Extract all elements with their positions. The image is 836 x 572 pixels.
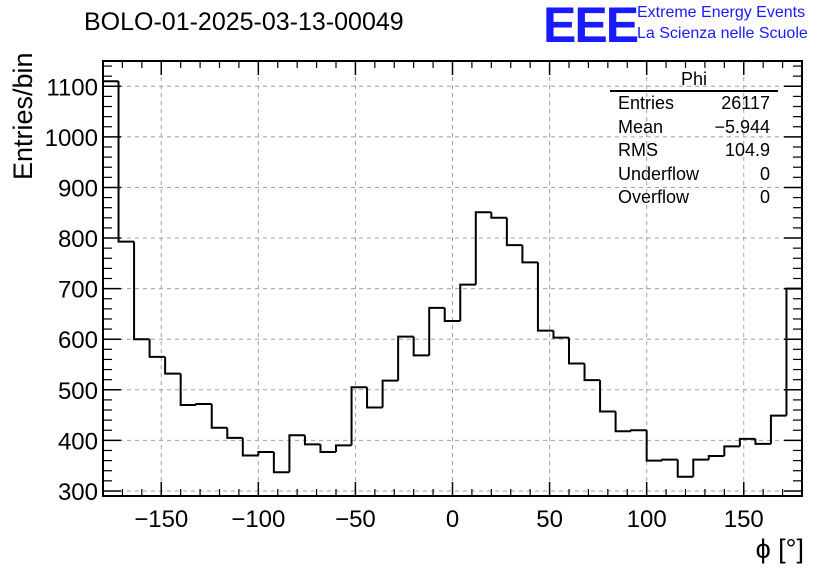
x-tick-label: 100 (627, 506, 667, 533)
histogram-bin (474, 211, 492, 285)
stats-value: 0 (759, 163, 770, 184)
logo-line-1: Extreme Energy Events (637, 4, 806, 21)
histogram-bin (707, 455, 725, 460)
y-tick-label: 300 (58, 479, 98, 506)
histogram-bin (210, 403, 228, 429)
grid-lines (103, 61, 802, 496)
histogram-bin (599, 380, 616, 413)
x-tick-label: −100 (231, 506, 285, 533)
y-tick-label: 400 (58, 428, 98, 455)
histogram-bin (459, 283, 476, 321)
stats-title: Phi (610, 68, 778, 92)
stats-label: RMS (618, 140, 658, 160)
stats-value: 26117 (721, 93, 770, 113)
histogram-bin (133, 241, 150, 341)
y-tick-label: 1000 (45, 125, 98, 152)
y-tick-label: 500 (58, 378, 98, 405)
x-tick-label: −50 (335, 506, 376, 533)
histogram-bin (443, 307, 461, 322)
histogram-bin (117, 81, 135, 243)
histogram-series (102, 80, 803, 496)
logo-line-2: La Scienza nelle Scuole (637, 25, 808, 42)
y-tick-label: 800 (58, 226, 98, 253)
histogram-bin (568, 337, 585, 365)
x-tick-label: 0 (446, 506, 459, 533)
x-tick-label: −150 (134, 506, 188, 533)
stats-row: Mean −5.944 (610, 116, 778, 140)
histogram-bin (148, 339, 166, 358)
stats-row: Underflow 0 (610, 163, 778, 187)
y-tick-label: 600 (58, 327, 98, 354)
histogram-bin (319, 444, 336, 453)
histogram-bin (397, 335, 414, 381)
histogram-bin (288, 434, 305, 473)
histogram-bin (412, 336, 430, 357)
y-tick-label: 900 (58, 175, 98, 202)
histogram-bin (195, 402, 212, 405)
histogram-bin (350, 386, 368, 446)
histogram-bin (583, 363, 601, 382)
axes (102, 60, 803, 497)
stats-value: 0 (759, 187, 770, 207)
histogram-bin (754, 438, 771, 445)
histogram-bin (335, 444, 352, 452)
histogram-bin (179, 373, 197, 406)
histogram-bin (428, 306, 445, 356)
eee-logo: EEE (543, 0, 639, 53)
histogram-bin (552, 330, 569, 339)
histogram-bin (257, 450, 274, 456)
histogram-bin (226, 427, 243, 439)
histogram-bin (785, 287, 803, 496)
stats-row: Overflow 0 (610, 186, 778, 210)
stats-label: Underflow (618, 163, 700, 184)
histogram-bin (241, 437, 259, 457)
histogram-bin (303, 435, 321, 446)
tick-labels: −150 −100 −50 0 50 100 150 300 400 500 600 700 800 90… (45, 74, 764, 533)
stats-label: Entries (618, 93, 675, 113)
histogram-bin (661, 458, 678, 461)
x-tick-label: 150 (724, 506, 764, 533)
histogram-bin (738, 437, 756, 447)
stats-value: 104.9 (724, 140, 770, 160)
histogram-bin (490, 212, 507, 219)
histogram-bin (164, 356, 181, 375)
stats-label: Mean (618, 116, 664, 137)
stats-box: Phi Entries 26117 Mean −5.944 RMS 104.9 … (610, 68, 778, 210)
y-tick-label: 1100 (46, 74, 98, 101)
x-tick-label: 50 (536, 506, 563, 533)
histogram-bin (723, 445, 740, 457)
y-tick-label: 700 (58, 277, 98, 304)
stats-row: Entries 26117 (610, 92, 778, 116)
histogram-bin (272, 451, 290, 474)
histogram-bin (381, 379, 399, 408)
histogram-bin (645, 430, 663, 462)
histogram-bin (521, 245, 538, 264)
histogram-bin (536, 262, 554, 332)
histogram-bin (630, 429, 647, 432)
stats-row: RMS 104.9 (610, 139, 778, 163)
y-axis-label: Entries/bin (8, 52, 38, 180)
stats-label: Overflow (618, 187, 690, 207)
x-axis-label: ϕ [°] (755, 534, 804, 564)
histogram-bin (505, 217, 523, 247)
histogram-title: BOLO-01-2025-03-13-00049 (84, 8, 404, 36)
histogram-bin (769, 414, 787, 444)
histogram-bin (692, 458, 709, 477)
stats-value: −5.944 (714, 116, 770, 137)
histogram-bin (366, 387, 383, 409)
histogram-bin (676, 459, 694, 478)
histogram-bin (614, 411, 632, 433)
